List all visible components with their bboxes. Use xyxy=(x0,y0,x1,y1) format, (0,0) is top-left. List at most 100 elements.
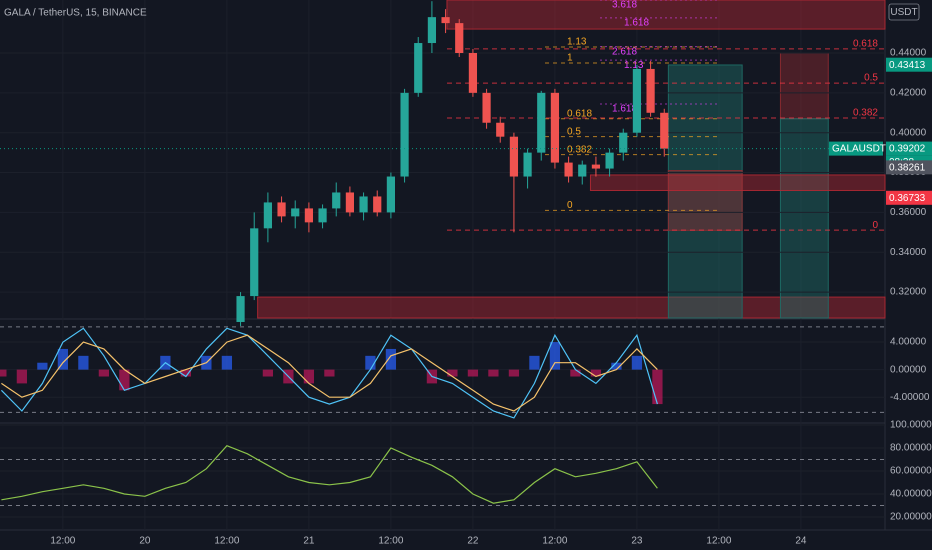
x-tick-label: 12:00 xyxy=(50,536,75,547)
x-tick-label: 20 xyxy=(139,536,151,547)
price-tag xyxy=(886,141,932,156)
candle-body xyxy=(332,192,341,209)
ext-label: 1.618 xyxy=(624,18,649,29)
y-tick-label: 0.40000 xyxy=(890,127,927,138)
x-tick-label: 12:00 xyxy=(378,536,403,547)
candle-body xyxy=(482,92,491,123)
ext-label: 1.618 xyxy=(612,104,637,115)
symbol-tag xyxy=(829,141,883,156)
zone xyxy=(779,52,829,120)
x-tick-label: 21 xyxy=(303,536,315,547)
candle-body xyxy=(605,152,614,169)
histogram-bar xyxy=(447,369,458,377)
candle-body xyxy=(441,17,450,24)
zone xyxy=(446,0,886,30)
candle-body xyxy=(373,196,382,213)
candle-body xyxy=(250,228,259,297)
candle-body xyxy=(660,112,669,149)
histogram-bar xyxy=(324,369,335,377)
price-tag-label: 0.36733 xyxy=(889,193,926,204)
ext-label: 3.618 xyxy=(612,0,637,11)
histogram-bar xyxy=(488,369,499,377)
candle-body xyxy=(509,136,519,177)
y-tick-label: 0.42000 xyxy=(890,87,927,98)
zone xyxy=(779,118,829,319)
y-tick-label: 0.36000 xyxy=(890,207,927,218)
histogram-bar xyxy=(652,369,663,405)
y-tick-label: 0.00000 xyxy=(890,364,927,375)
symbol-title: GALA / TetherUS, 15, BINANCE xyxy=(4,8,147,19)
histogram-bar xyxy=(529,355,540,370)
retracement-label: 0 xyxy=(872,220,878,231)
price-tag-label: 0.38261 xyxy=(889,162,926,173)
ext-label: 2.618 xyxy=(612,46,637,57)
zone xyxy=(667,170,743,231)
candle-body xyxy=(619,132,628,153)
candle-body xyxy=(646,68,655,113)
candle-body xyxy=(414,43,423,93)
histogram-bar xyxy=(508,369,520,377)
zone xyxy=(589,174,886,191)
fib-label: 0.618 xyxy=(567,108,592,119)
candle-body xyxy=(537,92,546,153)
x-tick-label: 23 xyxy=(631,536,643,547)
candle-body xyxy=(468,53,478,93)
candle-body xyxy=(427,17,437,44)
histogram-bar xyxy=(78,355,89,370)
histogram-bar xyxy=(119,369,130,391)
histogram-bar xyxy=(262,369,274,377)
histogram-bar xyxy=(221,355,233,370)
candle-body xyxy=(359,196,368,213)
histogram-bar xyxy=(549,342,561,370)
histogram-bar xyxy=(180,369,192,377)
y-tick-label: 80.00000 xyxy=(890,443,932,454)
fib-label: 0.382 xyxy=(567,144,592,155)
histogram-bar xyxy=(57,348,68,370)
y-tick-label: -4.00000 xyxy=(890,392,930,403)
candle-body xyxy=(263,202,272,229)
y-tick-label: 60.00000 xyxy=(890,466,932,477)
symbol-tag-label: GALAUSDT xyxy=(832,144,886,155)
price-tag-label: 0.43413 xyxy=(889,60,926,71)
x-tick-label: 12:00 xyxy=(542,536,567,547)
ext-label: 1.13 xyxy=(624,60,644,71)
candle-body xyxy=(345,192,354,213)
indicator-line xyxy=(0,327,658,419)
candle-body xyxy=(304,208,313,223)
candle-body xyxy=(291,208,300,217)
currency-button[interactable] xyxy=(888,3,920,21)
candle-body xyxy=(277,202,286,217)
candle-body xyxy=(386,176,396,213)
histogram-bar xyxy=(16,369,27,384)
y-tick-label: 40.00000 xyxy=(890,489,932,500)
x-tick-label: 22 xyxy=(467,536,479,547)
candle-body xyxy=(400,92,409,177)
currency[interactable]: USDT xyxy=(890,7,917,18)
histogram-bar xyxy=(98,369,110,377)
candle-body xyxy=(578,164,587,177)
candle-body xyxy=(496,122,505,137)
zone xyxy=(257,296,886,319)
histogram-bar xyxy=(0,369,7,377)
fib-label: 0.5 xyxy=(567,126,581,137)
retracement-label: 0.382 xyxy=(853,108,878,119)
price-tag xyxy=(886,190,932,205)
fib-label: 0 xyxy=(567,200,573,211)
candle-body xyxy=(550,92,560,163)
histogram-bar xyxy=(37,362,48,370)
candle-body xyxy=(318,208,327,223)
fib-label: 1 xyxy=(567,53,573,64)
y-tick-label: 4.00000 xyxy=(890,337,927,348)
price-tag xyxy=(886,160,932,175)
price-tag xyxy=(886,57,932,72)
price-tag-label: 0.39202 xyxy=(889,144,926,155)
x-tick-label: 12:00 xyxy=(706,536,731,547)
candle-body xyxy=(236,296,245,322)
candle-body xyxy=(591,164,601,169)
indicator-line xyxy=(1,444,658,504)
histogram-bar xyxy=(385,348,397,370)
histogram-bar xyxy=(303,369,315,384)
